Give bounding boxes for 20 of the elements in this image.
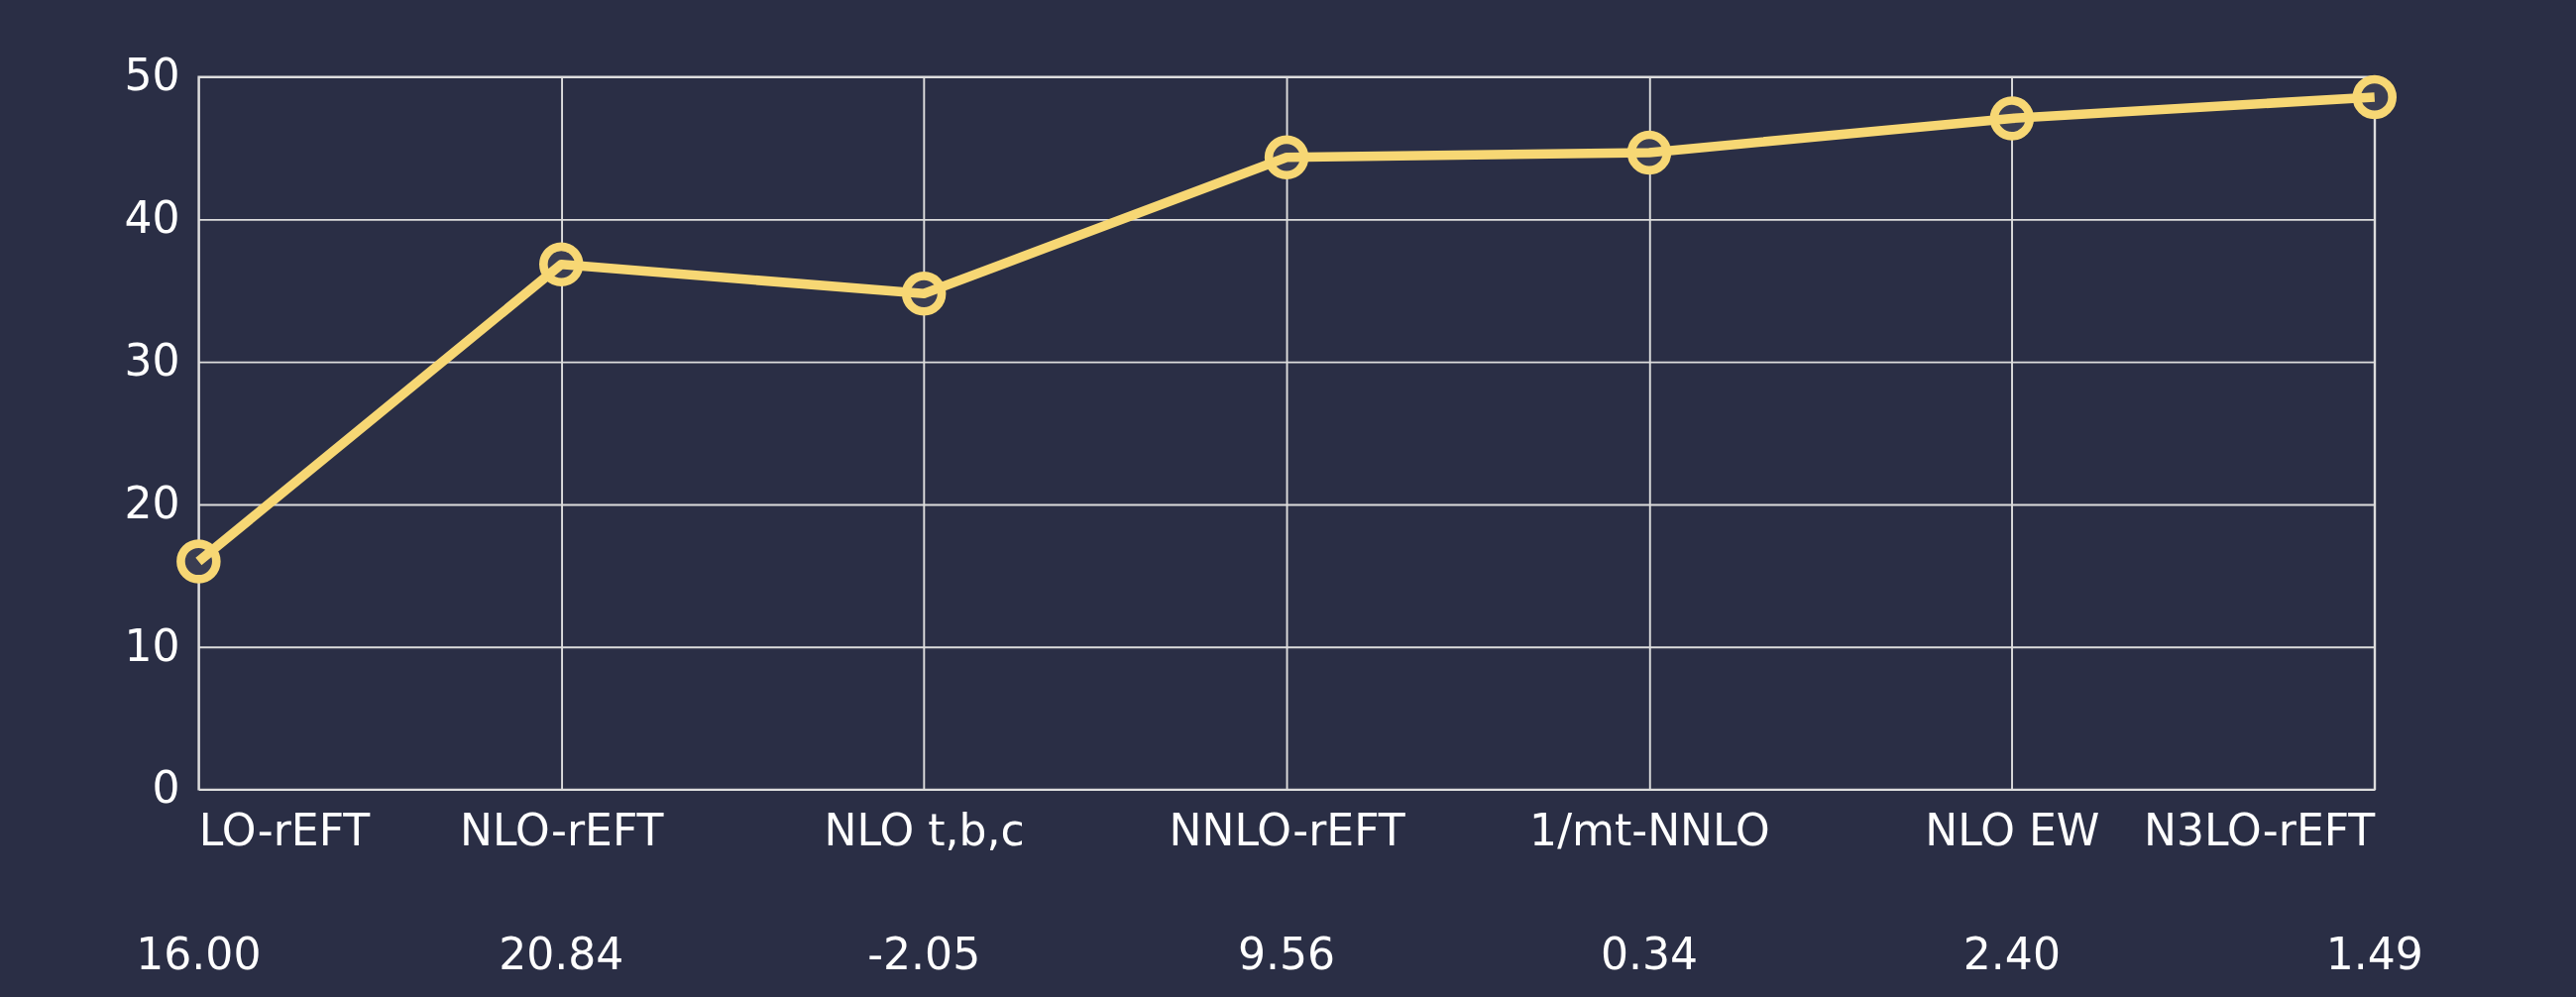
x-tick-label: N3LO-rEFT xyxy=(2143,804,2377,855)
x-tick-label: 1/mt-NNLO xyxy=(1529,804,1770,855)
text: 0.34 xyxy=(1600,928,1699,979)
y-tick-label: 10 xyxy=(124,619,180,671)
text: 1.49 xyxy=(2325,928,2423,979)
text: -2.05 xyxy=(867,928,981,979)
y-tick-label: 40 xyxy=(124,192,180,244)
x-tick-label: LO-rEFT xyxy=(198,804,372,855)
y-tick-label: 0 xyxy=(152,762,180,814)
text: 20.84 xyxy=(499,928,624,979)
x-tick-label: NLO-rEFT xyxy=(460,804,665,855)
x-tick-label: NLO EW xyxy=(1925,804,2100,855)
x-tick-label: NLO t,b,c xyxy=(824,804,1025,855)
y-tick-label: 50 xyxy=(124,50,180,101)
y-tick-label: 20 xyxy=(124,477,180,528)
text: 16.00 xyxy=(136,928,262,979)
x-tick-label: NNLO-rEFT xyxy=(1169,804,1406,855)
text: 9.56 xyxy=(1237,928,1336,979)
text: 2.40 xyxy=(1962,928,2061,979)
y-tick-label: 30 xyxy=(124,335,180,387)
